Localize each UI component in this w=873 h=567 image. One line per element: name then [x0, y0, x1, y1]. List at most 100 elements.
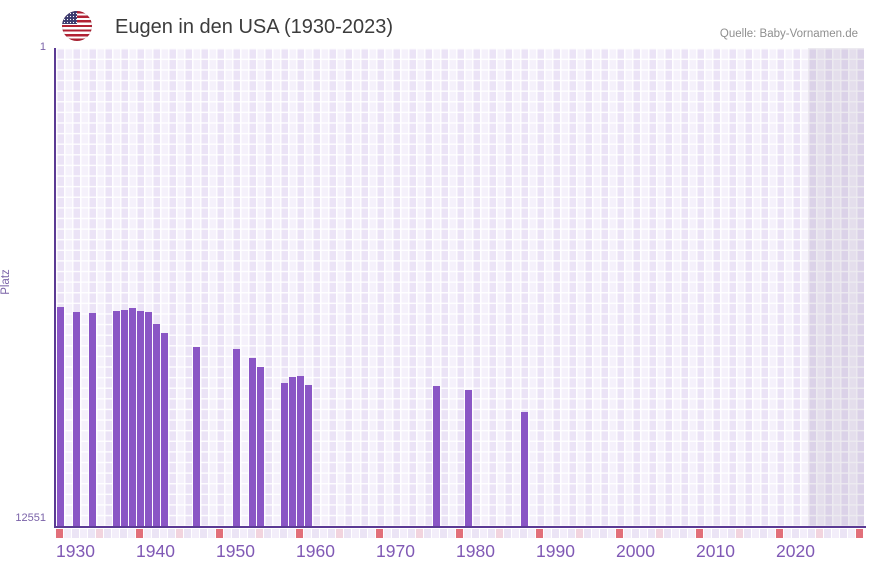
- ruler-cell-1970: [376, 529, 383, 538]
- ruler-cell-2009: [688, 529, 695, 538]
- ruler-cell-1965: [336, 529, 343, 538]
- ruler-cell-1941: [144, 529, 151, 538]
- ruler-cell-1998: [600, 529, 607, 538]
- ruler-cell-1937: [112, 529, 119, 538]
- ruler-cell-1982: [472, 529, 479, 538]
- ruler-cell-2007: [672, 529, 679, 538]
- bar-1943[interactable]: [160, 333, 168, 526]
- bar-1961[interactable]: [304, 384, 312, 526]
- ruler-cell-1996: [584, 529, 591, 538]
- bar-1942[interactable]: [152, 323, 160, 526]
- ruler-cell-1991: [544, 529, 551, 538]
- bar-1941[interactable]: [144, 312, 152, 526]
- bar-1981[interactable]: [464, 390, 472, 526]
- bar-1955[interactable]: [256, 367, 264, 526]
- ruler-cell-1981: [464, 529, 471, 538]
- ruler-cell-1990: [536, 529, 543, 538]
- x-tick-labels: 1930 1940 1950 1960 1970 1980 1990 2000 2010 2020: [56, 541, 873, 563]
- ruler-cell-1934: [88, 529, 95, 538]
- x-tick-1940: 1940: [136, 541, 175, 561]
- bar-1930[interactable]: [56, 307, 64, 526]
- bar-1940[interactable]: [136, 311, 144, 526]
- ruler-cell-1940: [136, 529, 143, 538]
- ruler-cell-1978: [440, 529, 447, 538]
- bar-1939[interactable]: [128, 308, 136, 526]
- bar-1977[interactable]: [432, 386, 440, 526]
- x-tick-2020: 2020: [776, 541, 815, 561]
- bar-1952[interactable]: [232, 348, 240, 526]
- ruler-cell-1949: [208, 529, 215, 538]
- source-link[interactable]: Quelle: Baby-Vornamen.de: [719, 28, 858, 40]
- ruler-cell-1968: [360, 529, 367, 538]
- bar-1958[interactable]: [280, 383, 288, 526]
- ruler-cell-1999: [608, 529, 615, 538]
- ruler-cell-1947: [192, 529, 199, 538]
- x-tick-1970: 1970: [376, 541, 415, 561]
- ruler-cell-2014: [728, 529, 735, 538]
- us-flag-icon: [62, 11, 92, 41]
- ruler-cell-1958: [280, 529, 287, 538]
- x-tick-1960: 1960: [296, 541, 335, 561]
- ruler-cell-2026: [824, 529, 831, 538]
- ruler-cell-1931: [64, 529, 71, 538]
- ruler-cell-1939: [128, 529, 135, 538]
- chart-title: Eugen in den USA (1930-2023): [115, 16, 393, 38]
- ruler-cell-1957: [272, 529, 279, 538]
- ruler-cell-1953: [240, 529, 247, 538]
- ruler-cell-2012: [712, 529, 719, 538]
- bar-1988[interactable]: [520, 412, 528, 526]
- bar-1960[interactable]: [296, 375, 304, 526]
- ruler-cell-1979: [448, 529, 455, 538]
- decade-ruler: [56, 529, 864, 538]
- ruler-cell-2025: [816, 529, 823, 538]
- ruler-cell-1986: [504, 529, 511, 538]
- x-tick-2000: 2000: [616, 541, 655, 561]
- bar-1934[interactable]: [88, 313, 96, 526]
- bar-1938[interactable]: [120, 309, 128, 526]
- ruler-cell-1960: [296, 529, 303, 538]
- ruler-cell-1985: [496, 529, 503, 538]
- ruler-cell-1942: [152, 529, 159, 538]
- ruler-cell-1956: [264, 529, 271, 538]
- ruler-cell-1943: [160, 529, 167, 538]
- ruler-cell-1932: [72, 529, 79, 538]
- ruler-cell-1930: [56, 529, 63, 538]
- ruler-cell-1993: [560, 529, 567, 538]
- ruler-cell-2013: [720, 529, 727, 538]
- ruler-cell-2010: [696, 529, 703, 538]
- ruler-cell-2030: [856, 529, 863, 538]
- ruler-cell-1976: [424, 529, 431, 538]
- x-axis-line: [54, 526, 866, 528]
- ruler-cell-2016: [744, 529, 751, 538]
- ruler-cell-1946: [184, 529, 191, 538]
- bar-1932[interactable]: [72, 312, 80, 526]
- ruler-cell-1975: [416, 529, 423, 538]
- ruler-cell-1989: [528, 529, 535, 538]
- ruler-cell-1987: [512, 529, 519, 538]
- bar-1954[interactable]: [248, 357, 256, 526]
- ruler-cell-2029: [848, 529, 855, 538]
- ruler-cell-2008: [680, 529, 687, 538]
- ruler-cell-2003: [640, 529, 647, 538]
- ruler-cell-2021: [784, 529, 791, 538]
- bar-1947[interactable]: [192, 347, 200, 526]
- ruler-cell-1936: [104, 529, 111, 538]
- ruler-cell-1948: [200, 529, 207, 538]
- ruler-cell-1992: [552, 529, 559, 538]
- bar-1959[interactable]: [288, 377, 296, 526]
- ruler-cell-1980: [456, 529, 463, 538]
- ruler-cell-2022: [792, 529, 799, 538]
- ruler-cell-2028: [840, 529, 847, 538]
- ruler-cell-1951: [224, 529, 231, 538]
- ruler-cell-1997: [592, 529, 599, 538]
- ruler-cell-1988: [520, 529, 527, 538]
- ruler-cell-2019: [768, 529, 775, 538]
- ruler-cell-2020: [776, 529, 783, 538]
- bar-1937[interactable]: [112, 310, 120, 526]
- ruler-cell-1950: [216, 529, 223, 538]
- ruler-cell-2024: [808, 529, 815, 538]
- ruler-cell-2015: [736, 529, 743, 538]
- ruler-cell-1935: [96, 529, 103, 538]
- ruler-cell-1962: [312, 529, 319, 538]
- ruler-cell-1973: [400, 529, 407, 538]
